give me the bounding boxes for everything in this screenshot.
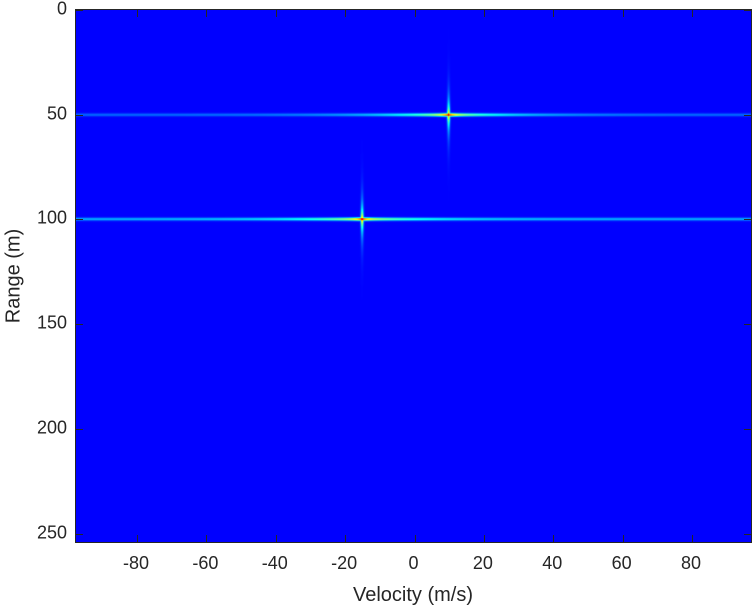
x-tick-mark-top <box>206 10 208 17</box>
x-tick-mark-top <box>414 10 416 17</box>
y-tick-mark <box>744 114 751 116</box>
y-tick-mark <box>76 10 83 11</box>
y-tick-mark <box>76 219 83 221</box>
x-tick-label: 60 <box>611 553 632 573</box>
x-tick-mark-top <box>691 10 693 17</box>
y-tick-mark <box>76 324 83 326</box>
x-tick-mark <box>414 535 416 542</box>
x-tick-mark <box>622 535 624 542</box>
x-tick-label: -60 <box>192 553 219 573</box>
y-tick-label: 200 <box>36 417 67 438</box>
x-axis-label: Velocity (m/s) <box>352 584 474 606</box>
y-tick-label: 0 <box>56 0 67 19</box>
x-tick-mark <box>553 535 555 542</box>
y-tick-mark <box>744 219 751 221</box>
heatmap-plot-area <box>75 9 752 543</box>
y-tick-label: 150 <box>36 312 67 333</box>
x-tick-mark-top <box>345 10 347 17</box>
x-tick-label: 20 <box>472 553 493 573</box>
x-tick-label: 80 <box>680 553 701 573</box>
y-tick-label: 100 <box>36 207 67 228</box>
x-tick-label: -40 <box>261 553 288 573</box>
y-tick-label: 250 <box>36 522 67 543</box>
x-tick-mark-top <box>553 10 555 17</box>
x-tick-mark-top <box>483 10 485 17</box>
x-tick-mark <box>483 535 485 542</box>
x-tick-mark <box>137 535 139 542</box>
x-tick-mark <box>691 535 693 542</box>
x-tick-mark-top <box>275 10 277 17</box>
x-tick-label: 40 <box>542 553 563 573</box>
range-doppler-heatmap <box>76 10 751 542</box>
y-tick-mark <box>744 10 751 11</box>
y-tick-mark <box>76 428 83 430</box>
x-tick-mark <box>206 535 208 542</box>
x-tick-mark <box>345 535 347 542</box>
x-tick-label: 0 <box>408 553 419 573</box>
y-tick-mark <box>76 114 83 116</box>
x-tick-label: -20 <box>331 553 358 573</box>
x-tick-mark <box>275 535 277 542</box>
y-tick-mark <box>744 533 751 535</box>
y-tick-mark <box>744 324 751 326</box>
x-tick-mark-top <box>137 10 139 17</box>
y-axis-label: Range (m) <box>2 228 25 324</box>
x-tick-mark-top <box>622 10 624 17</box>
y-tick-mark <box>76 533 83 535</box>
y-tick-label: 50 <box>46 103 67 124</box>
x-tick-label: -80 <box>123 553 150 573</box>
y-tick-mark <box>744 428 751 430</box>
